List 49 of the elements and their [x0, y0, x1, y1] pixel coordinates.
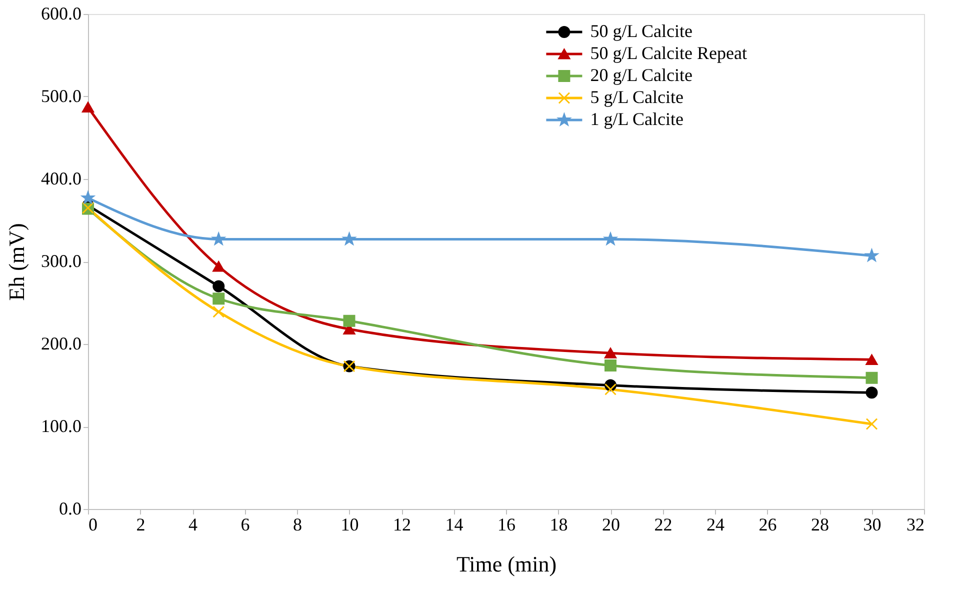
y-tick-label: 400.0 [41, 168, 82, 188]
x-tick-label: 28 [811, 514, 829, 534]
point [343, 314, 356, 327]
legend-label: 20 g/L Calcite [590, 65, 693, 85]
point [604, 383, 616, 396]
point [604, 359, 616, 372]
point [212, 292, 225, 305]
legend-label: 50 g/L Calcite Repeat [590, 43, 747, 63]
point [604, 232, 617, 245]
y-tick-label: 100.0 [41, 416, 82, 436]
point [212, 232, 225, 245]
x-axis-title: Time (min) [456, 552, 557, 576]
point [866, 386, 878, 399]
legend-label: 50 g/L Calcite [590, 21, 693, 41]
x-tick-label: 26 [758, 514, 777, 534]
y-tick-label: 0.0 [59, 498, 82, 518]
x-tick-label: 8 [293, 514, 302, 534]
x-tick-label: 18 [550, 514, 568, 534]
y-tick-label: 600.0 [41, 4, 82, 24]
x-tick-label: 24 [706, 514, 724, 534]
x-tick-label: 12 [393, 514, 411, 534]
y-tick-label: 300.0 [41, 251, 82, 271]
point [212, 280, 225, 292]
y-axis-title: Eh (mV) [4, 223, 29, 301]
y-tick-label: 500.0 [41, 86, 82, 106]
x-tick-label: 4 [188, 514, 198, 534]
legend-label: 1 g/L Calcite [590, 109, 684, 129]
point [604, 348, 616, 358]
point [865, 249, 878, 262]
legend-label: 5 g/L Calcite [590, 87, 684, 107]
x-tick-label: 14 [445, 514, 464, 534]
x-tick-label: 16 [498, 514, 516, 534]
point [866, 372, 878, 384]
point [866, 354, 878, 365]
x-tick-label: 10 [340, 514, 359, 534]
x-tick-label: 20 [602, 514, 620, 534]
x-tick-label: 6 [240, 514, 250, 534]
x-tick-label: 0 [88, 514, 98, 534]
point [82, 191, 94, 204]
point [212, 306, 225, 318]
point [866, 418, 878, 430]
y-tick-label: 200.0 [41, 334, 82, 354]
x-tick-label: 30 [863, 514, 882, 534]
point [212, 261, 225, 272]
x-tick-label: 22 [654, 514, 672, 534]
point [342, 232, 356, 245]
point [82, 102, 94, 113]
x-tick-label: 32 [906, 514, 924, 534]
x-tick-label: 2 [136, 514, 146, 534]
